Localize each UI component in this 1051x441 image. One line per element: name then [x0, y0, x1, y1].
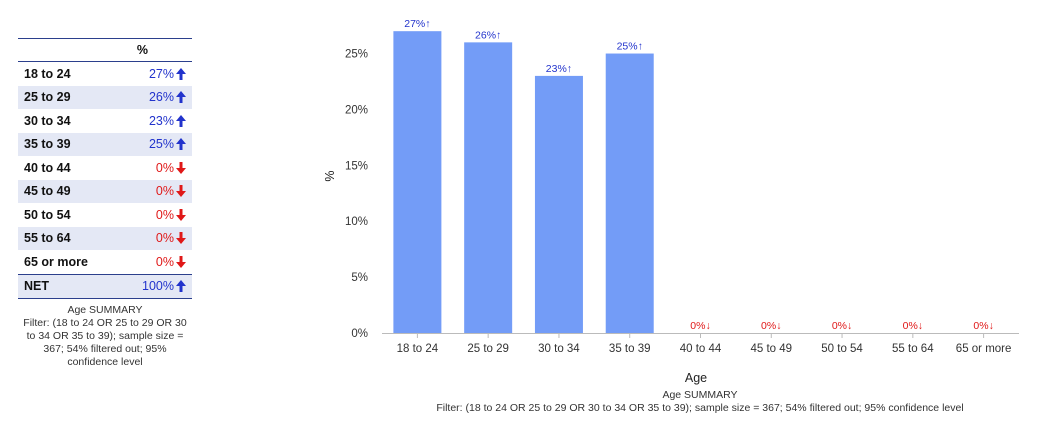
arrow-down-icon — [176, 208, 186, 221]
data-labels: 27%↑ 26%↑ 23%↑ 25%↑ 0%↓ 0%↓ 0%↓ 0%↓ 0%↓ — [404, 18, 994, 332]
bar — [534, 75, 583, 334]
y-axis-title: % — [323, 170, 337, 181]
summary-table-panel: % 18 to 24 27% 25 to 29 26% 30 to 34 23% 35 to… — [18, 38, 192, 369]
arrow-down-icon — [176, 232, 186, 245]
table-row-value: 0% — [155, 231, 174, 246]
table-row: 65 or more 0% — [18, 250, 192, 274]
table-row-label: 50 to 54 — [18, 203, 119, 227]
y-tick-label: 5% — [351, 272, 368, 284]
table-row: 25 to 29 26% — [18, 85, 192, 109]
table-row-label: NET — [18, 273, 119, 299]
y-tick-label: 10% — [345, 216, 368, 228]
bar — [605, 53, 654, 334]
table-row: NET 100% — [18, 273, 192, 299]
bars — [393, 31, 654, 334]
data-label: 0%↓ — [903, 320, 923, 332]
bar — [393, 31, 442, 334]
table-row-value-cell: 0% — [118, 203, 192, 227]
table-caption: Age SUMMARY Filter: (18 to 24 OR 25 to 2… — [18, 304, 192, 369]
table-row-value-cell: 25% — [118, 132, 192, 156]
x-tick-label: 18 to 24 — [397, 343, 439, 355]
table-row-label: 30 to 34 — [18, 109, 119, 133]
table-row: 40 to 44 0% — [18, 156, 192, 180]
table-row-label: 18 to 24 — [18, 61, 119, 86]
chart-caption: Age SUMMARY Filter: (18 to 24 OR 25 to 2… — [380, 389, 1020, 415]
table-row: 45 to 49 0% — [18, 179, 192, 203]
table-caption-filter: Filter: (18 to 24 OR 25 to 29 OR 30 to 3… — [23, 317, 187, 368]
data-label: 26%↑ — [475, 29, 501, 41]
arrow-down-icon — [176, 255, 186, 268]
x-tick-label: 40 to 44 — [680, 343, 722, 355]
table-header-row: % — [18, 38, 192, 62]
chart-caption-title: Age SUMMARY — [662, 389, 738, 401]
data-label: 0%↓ — [973, 320, 993, 332]
table-row-value-cell: 0% — [118, 226, 192, 250]
table-row: 18 to 24 27% — [18, 61, 192, 86]
table-row: 30 to 34 23% — [18, 109, 192, 133]
table-row-value-cell: 0% — [118, 250, 192, 274]
table-row: 55 to 64 0% — [18, 226, 192, 250]
table-row-value-cell: 0% — [118, 156, 192, 180]
table-row-label: 55 to 64 — [18, 226, 119, 250]
arrow-up-icon — [176, 138, 186, 151]
table-row-value: 0% — [155, 254, 174, 269]
arrow-up-icon — [176, 91, 186, 104]
table-row-value: 26% — [148, 90, 174, 105]
table-row-value-cell: 27% — [118, 61, 192, 86]
data-label: 25%↑ — [617, 41, 643, 53]
table-row: 35 to 39 25% — [18, 132, 192, 156]
table-row-label: 25 to 29 — [18, 85, 119, 109]
arrow-down-icon — [176, 161, 186, 174]
x-tick-label: 35 to 39 — [609, 343, 651, 355]
bar — [464, 42, 513, 333]
y-tick-label: 20% — [345, 104, 368, 116]
table-row-value-cell: 100% — [118, 273, 192, 299]
table-row-label: 65 or more — [18, 250, 119, 274]
table-row-value: 25% — [148, 137, 174, 152]
table-row-label: 40 to 44 — [18, 156, 119, 180]
x-tick-label: 55 to 64 — [892, 343, 934, 355]
arrow-up-icon — [176, 67, 186, 80]
table-row-label: 45 to 49 — [18, 179, 119, 203]
x-axis: 18 to 24 25 to 29 30 to 34 35 to 39 40 to 44… — [382, 333, 1019, 355]
y-tick-label: 15% — [345, 160, 368, 172]
table-row-value-cell: 0% — [118, 179, 192, 203]
data-label: 27%↑ — [404, 18, 430, 30]
table-row-value: 0% — [155, 160, 174, 175]
table-row-value: 100% — [142, 279, 174, 294]
x-tick-label: 25 to 29 — [467, 343, 509, 355]
x-tick-label: 45 to 49 — [750, 343, 792, 355]
arrow-up-icon — [176, 114, 186, 127]
table-row-value-cell: 26% — [118, 85, 192, 109]
table-body: 18 to 24 27% 25 to 29 26% 30 to 34 23% 35 to 3… — [18, 61, 192, 299]
table-row-value-cell: 23% — [118, 109, 192, 133]
x-tick-label: 50 to 54 — [821, 343, 863, 355]
arrow-down-icon — [176, 185, 186, 198]
table-row-value: 23% — [148, 113, 174, 128]
data-label: 0%↓ — [690, 320, 710, 332]
summary-table: % 18 to 24 27% 25 to 29 26% 30 to 34 23% 35 to… — [18, 38, 192, 299]
data-label: 0%↓ — [832, 320, 852, 332]
table-row-value: 0% — [155, 184, 174, 199]
y-tick-label: 25% — [345, 49, 368, 61]
y-axis: 0% 5% 10% 15% 20% 25% — [345, 49, 368, 340]
table-caption-title: Age SUMMARY — [67, 304, 143, 316]
x-tick-label: 30 to 34 — [538, 343, 580, 355]
data-label: 0%↓ — [761, 320, 781, 332]
table-row-label: 35 to 39 — [18, 132, 119, 156]
x-tick-label: 65 or more — [956, 343, 1012, 355]
table-header-percent: % — [18, 38, 192, 62]
bar-chart: 0% 5% 10% 15% 20% 25% 18 to 24 25 to 29 30 to 3… — [323, 18, 1019, 385]
table-row-value: 27% — [148, 66, 174, 81]
table-row-value: 0% — [155, 207, 174, 222]
y-tick-label: 0% — [351, 328, 368, 340]
data-label: 23%↑ — [546, 63, 572, 75]
table-row: 50 to 54 0% — [18, 203, 192, 227]
arrow-up-icon — [176, 280, 186, 293]
chart-caption-filter: Filter: (18 to 24 OR 25 to 29 OR 30 to 3… — [436, 402, 964, 414]
x-axis-title: Age — [685, 371, 707, 385]
